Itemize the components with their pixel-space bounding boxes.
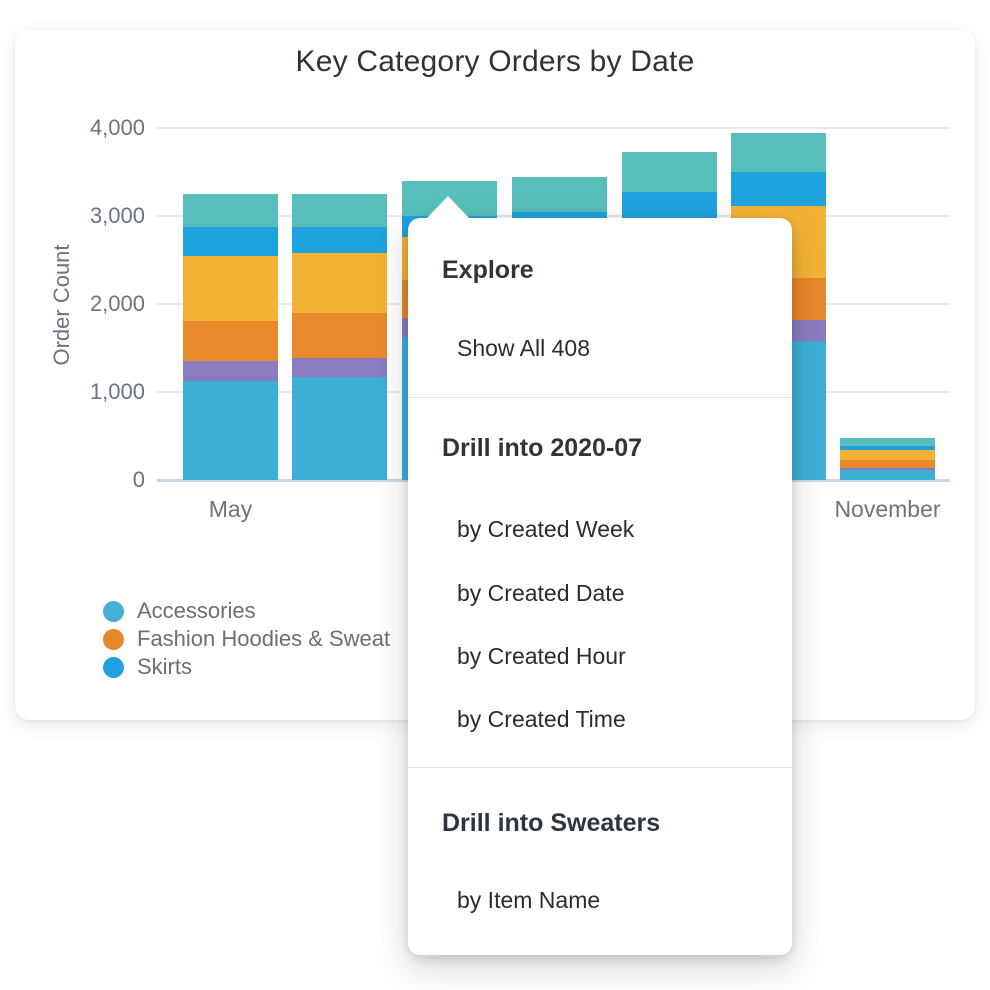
gridline bbox=[157, 127, 950, 129]
legend-item-fashion-hoodies[interactable]: Fashion Hoodies & Sweat bbox=[103, 625, 390, 653]
bar-segment[interactable] bbox=[183, 321, 278, 362]
bar-segment[interactable] bbox=[292, 358, 387, 378]
bar-segment[interactable] bbox=[622, 191, 717, 222]
bar-segment[interactable] bbox=[292, 252, 387, 313]
chart-title: Key Category Orders by Date bbox=[295, 45, 695, 78]
menu-divider bbox=[408, 397, 792, 398]
menu-header-drill-date: Drill into 2020-07 bbox=[442, 434, 643, 462]
y-tick-label: 1,000 bbox=[89, 379, 145, 404]
bar-segment[interactable] bbox=[622, 152, 717, 192]
menu-item-by-item-name[interactable]: by Item Name bbox=[457, 887, 601, 913]
legend-dot-skirts bbox=[103, 656, 124, 678]
y-tick-label: 3,000 bbox=[89, 203, 145, 228]
bar-segment[interactable] bbox=[183, 227, 278, 257]
bar-segment[interactable] bbox=[512, 177, 607, 212]
y-tick-label: 4,000 bbox=[89, 115, 145, 140]
drill-context-menu: Explore Show All 408 Drill into 2020-07 … bbox=[408, 218, 792, 955]
y-tick-label: 0 bbox=[132, 467, 145, 492]
bar-segment[interactable] bbox=[840, 468, 935, 471]
menu-item-by-created-date[interactable]: by Created Date bbox=[457, 580, 625, 606]
legend-dot-accessories bbox=[103, 600, 124, 622]
y-tick-label: 2,000 bbox=[89, 291, 145, 316]
bar-segment[interactable] bbox=[183, 194, 278, 227]
bar-segment[interactable] bbox=[840, 470, 935, 480]
bar-segment[interactable] bbox=[840, 459, 935, 469]
menu-divider bbox=[408, 767, 792, 768]
legend-item-skirts[interactable]: Skirts bbox=[103, 653, 390, 681]
bar-segment[interactable] bbox=[292, 377, 387, 480]
legend-label: Accessories bbox=[137, 598, 256, 623]
menu-item-by-created-week[interactable]: by Created Week bbox=[457, 516, 635, 542]
menu-item-by-created-hour[interactable]: by Created Hour bbox=[457, 643, 626, 669]
menu-item-by-created-time[interactable]: by Created Time bbox=[457, 706, 626, 732]
x-tick-label-may: May bbox=[208, 496, 253, 522]
bar-segment[interactable] bbox=[292, 226, 387, 253]
bar-segment[interactable] bbox=[731, 172, 826, 206]
menu-caret-icon bbox=[426, 196, 470, 219]
bar-segment[interactable] bbox=[292, 312, 387, 359]
bar-segment[interactable] bbox=[183, 361, 278, 382]
legend-dot-fashion-hoodies bbox=[103, 628, 124, 650]
legend-label: Skirts bbox=[137, 654, 192, 679]
menu-item-show-all[interactable]: Show All 408 bbox=[457, 335, 590, 361]
bar-segment[interactable] bbox=[183, 256, 278, 322]
menu-header-explore: Explore bbox=[442, 256, 534, 284]
menu-header-drill-item: Drill into Sweaters bbox=[442, 809, 661, 837]
bar-segment[interactable] bbox=[183, 381, 278, 480]
legend: Accessories Fashion Hoodies & Sweat Skir… bbox=[103, 597, 390, 681]
x-tick-label-november: November bbox=[834, 496, 941, 522]
bar-segment[interactable] bbox=[840, 445, 935, 450]
legend-label: Fashion Hoodies & Sweat bbox=[137, 626, 391, 651]
bar-segment[interactable] bbox=[840, 449, 935, 460]
bar-segment[interactable] bbox=[731, 132, 826, 172]
bar-segment[interactable] bbox=[292, 193, 387, 227]
legend-item-accessories[interactable]: Accessories bbox=[103, 597, 390, 625]
bar-segment[interactable] bbox=[840, 437, 935, 446]
